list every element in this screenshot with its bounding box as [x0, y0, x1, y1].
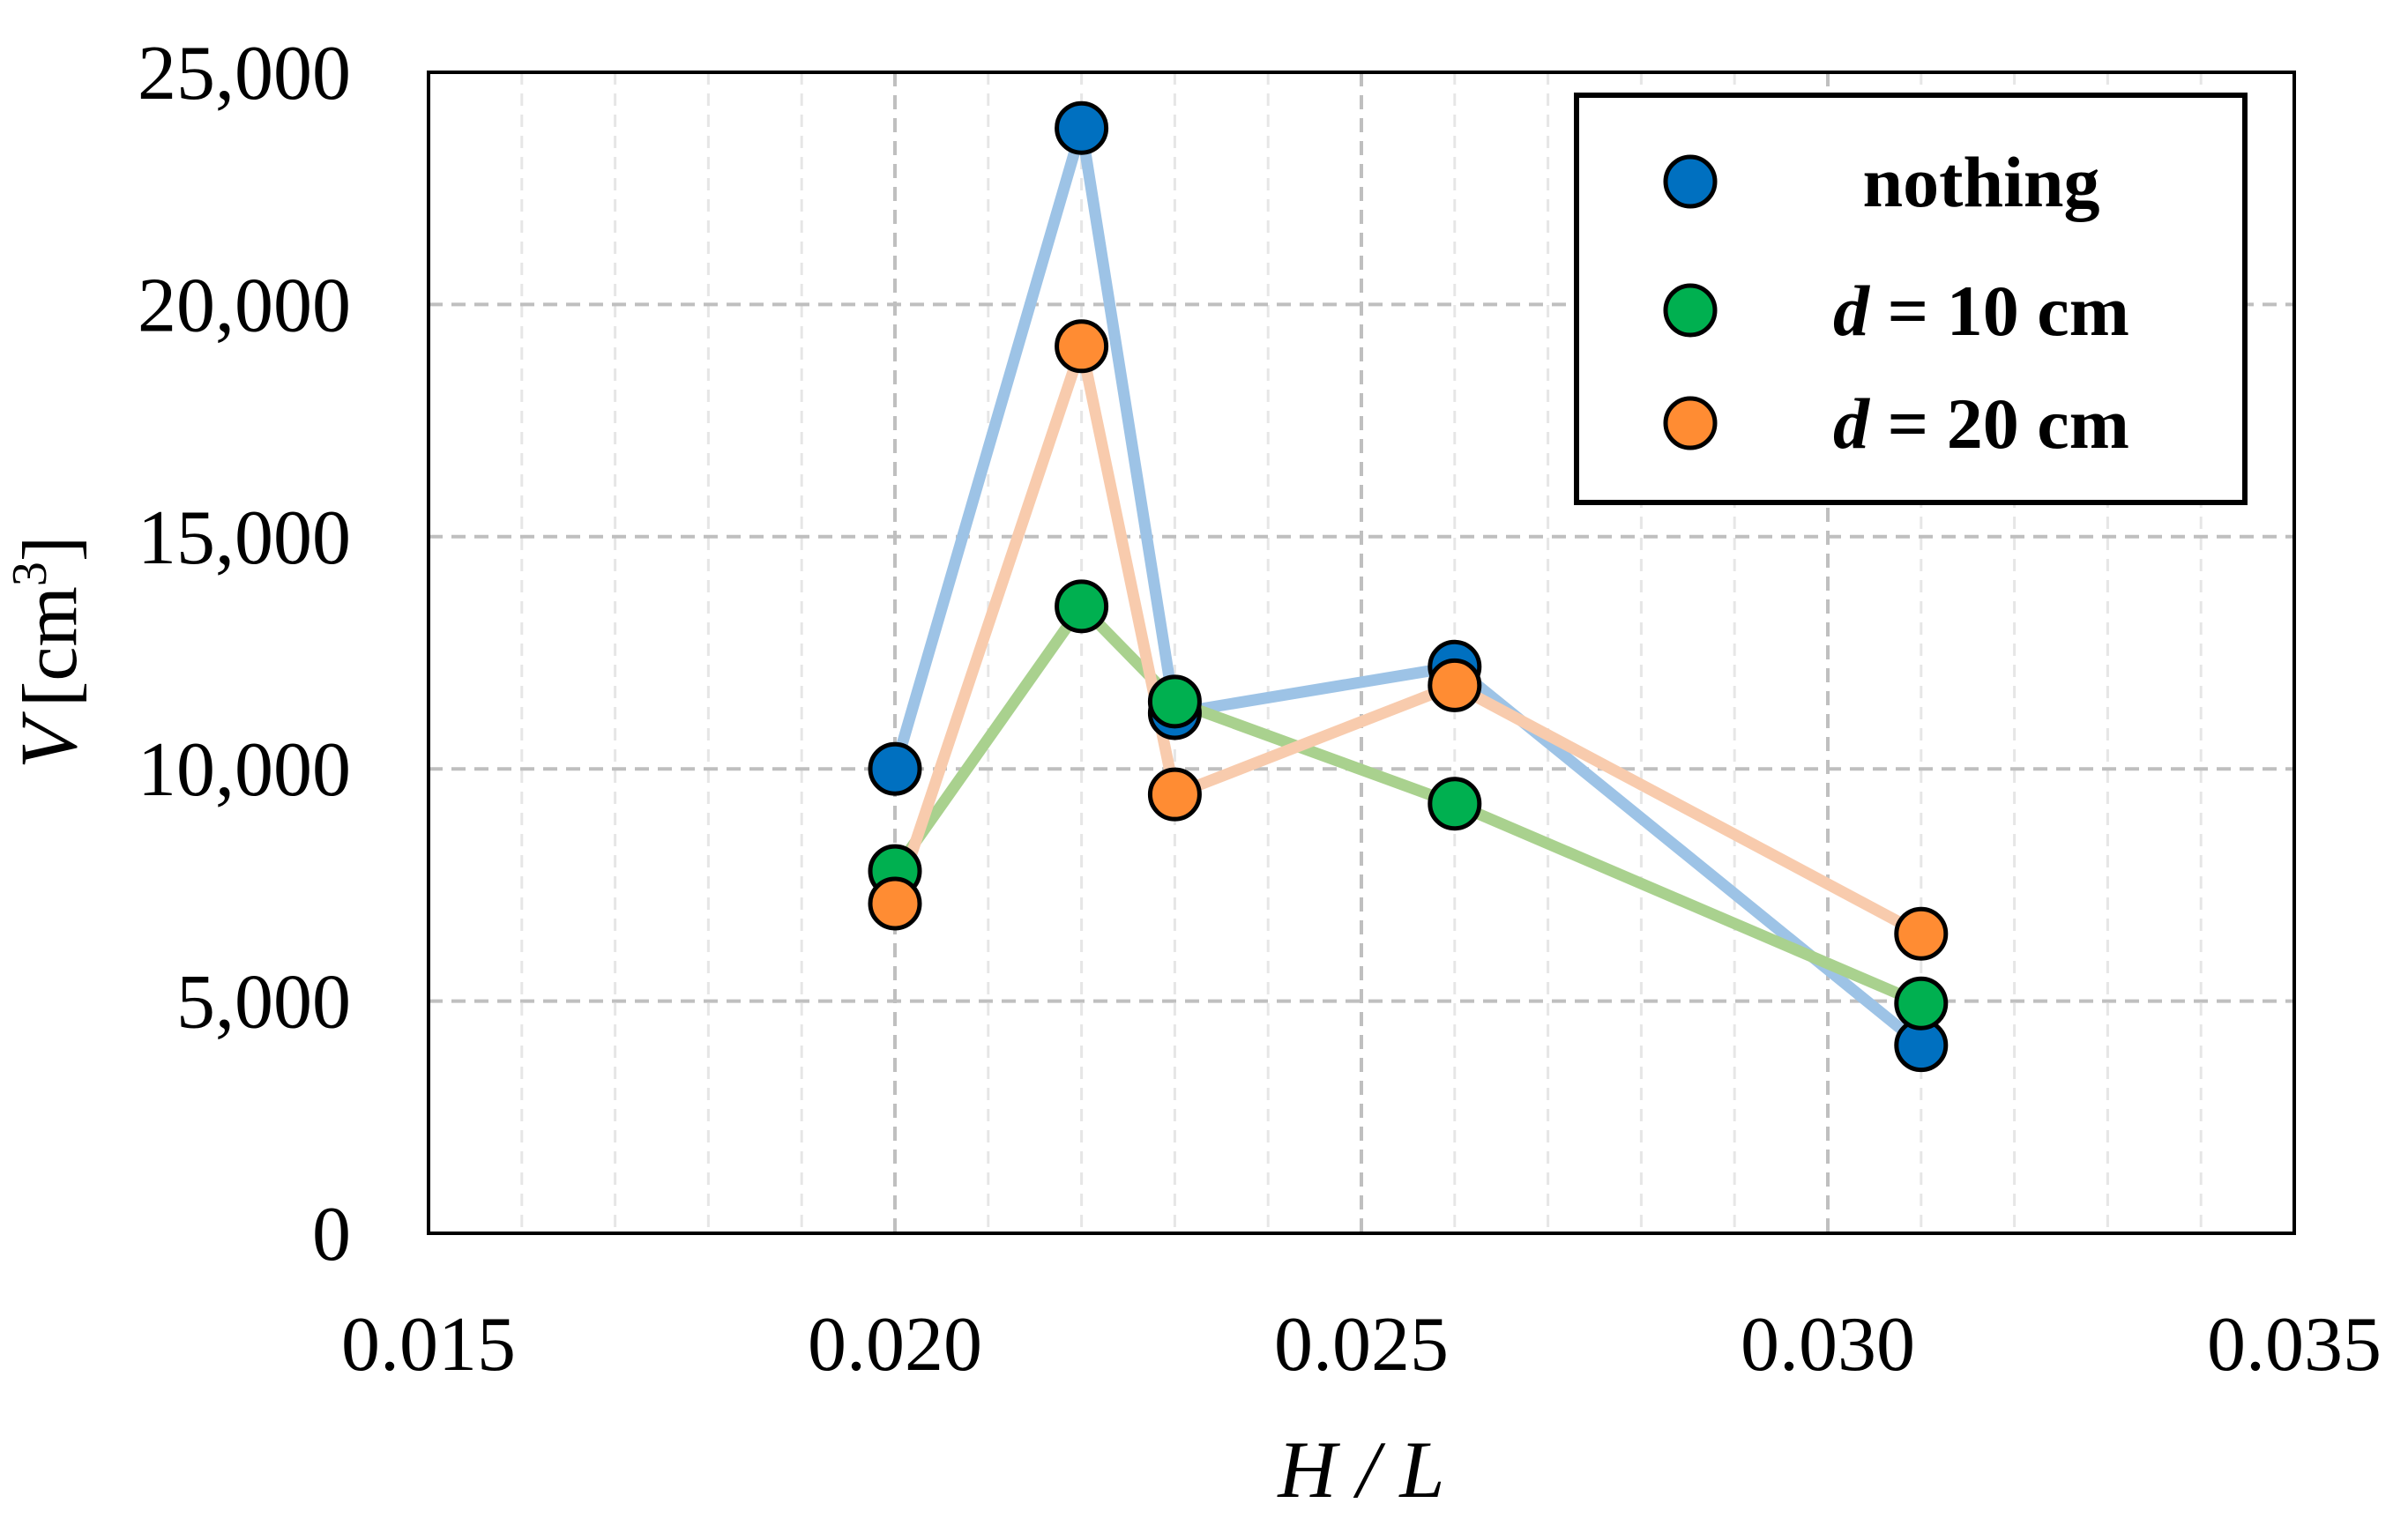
data-point-series-2: [1147, 767, 1202, 822]
y-tick-label: 20,000: [138, 263, 351, 348]
major-gridlines: [429, 72, 2294, 1233]
data-point-series-2: [1055, 319, 1109, 374]
legend-label-text: = 20 cm: [1869, 383, 2129, 464]
y-tick-label: 5,000: [176, 960, 351, 1046]
y-tick-label: 15,000: [138, 495, 351, 581]
legend-marker-0: [1663, 154, 1718, 209]
x-axis-title: H / L: [1277, 1425, 1444, 1514]
x-tick-label: 0.015: [341, 1302, 516, 1388]
data-point-series-1: [1894, 976, 1949, 1031]
x-tick-label: 0.020: [808, 1302, 982, 1388]
y-axis-title: V[cm3]: [3, 536, 93, 769]
y-tick-label: 10,000: [138, 727, 351, 813]
legend-label-text: nothing: [1863, 142, 2100, 222]
legend-label-0: nothing: [1863, 142, 2100, 222]
y-axis-title-superscript: 3: [3, 562, 57, 586]
legend-label-var: d: [1833, 383, 1870, 464]
legend-label-var: d: [1833, 271, 1870, 351]
y-tick-label: 25,000: [138, 31, 351, 116]
legend-label-2: d = 20 cm: [1833, 383, 2129, 464]
legend-marker-1: [1663, 283, 1718, 338]
y-axis-title-var: V: [4, 711, 93, 769]
y-axis-title-unit: [cm: [8, 586, 93, 707]
series-markers: [868, 100, 1949, 1073]
x-tick-labels: 0.015 0.020 0.025 0.030 0.035: [341, 1302, 2382, 1388]
y-axis-title-close: ]: [8, 536, 93, 562]
data-point-series-1: [1147, 674, 1202, 729]
data-point-series-2: [1894, 906, 1949, 961]
x-tick-label: 0.035: [2207, 1302, 2382, 1388]
legend-marker-2: [1663, 396, 1718, 450]
data-point-series-2: [1428, 658, 1482, 712]
data-point-series-0: [1055, 100, 1109, 155]
legend-label-text: = 10 cm: [1869, 271, 2129, 351]
plot-area-frame: [427, 71, 2296, 1235]
x-tick-label: 0.030: [1741, 1302, 1915, 1388]
data-point-series-2: [868, 876, 922, 931]
y-tick-labels: 0 5,000 10,000 15,000 20,000 25,000: [138, 31, 351, 1277]
legend-label-1: d = 10 cm: [1833, 271, 2129, 351]
y-tick-label: 0: [312, 1192, 351, 1277]
data-point-series-1: [1055, 579, 1109, 634]
data-point-series-1: [1428, 777, 1482, 831]
x-tick-label: 0.025: [1274, 1302, 1449, 1388]
data-point-series-0: [868, 741, 922, 796]
